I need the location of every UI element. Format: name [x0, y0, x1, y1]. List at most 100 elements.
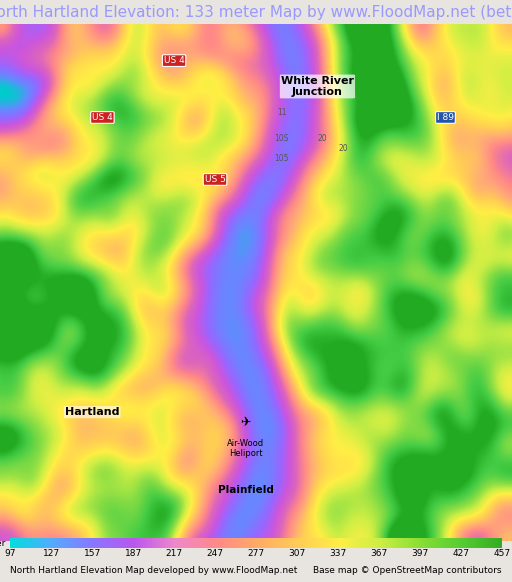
Bar [471, 538, 473, 548]
Text: 457: 457 [493, 549, 510, 558]
Bar [432, 538, 434, 548]
Bar [45, 538, 47, 548]
Bar [137, 538, 139, 548]
Bar [35, 538, 37, 548]
Bar [215, 538, 217, 548]
Bar [260, 538, 262, 548]
Bar [88, 538, 90, 548]
Bar [289, 538, 291, 548]
Bar [412, 538, 414, 548]
Bar [440, 538, 442, 548]
Bar [201, 538, 203, 548]
Bar [10, 538, 12, 548]
Text: 105: 105 [274, 154, 289, 164]
Bar [180, 538, 182, 548]
Bar [401, 538, 403, 548]
Bar [348, 538, 350, 548]
Bar [178, 538, 180, 548]
Bar [152, 538, 154, 548]
Bar [225, 538, 227, 548]
Bar [100, 538, 102, 548]
Text: North Hartland Elevation Map developed by www.FloodMap.net: North Hartland Elevation Map developed b… [10, 566, 297, 575]
Bar [416, 538, 418, 548]
Bar [205, 538, 207, 548]
Bar [199, 538, 201, 548]
Bar [86, 538, 88, 548]
Bar [123, 538, 125, 548]
Bar [78, 538, 80, 548]
Bar [481, 538, 483, 548]
Bar [270, 538, 272, 548]
Bar [147, 538, 150, 548]
Bar [477, 538, 479, 548]
Text: 97: 97 [5, 549, 16, 558]
Bar [168, 538, 170, 548]
Text: 277: 277 [247, 549, 265, 558]
Bar [438, 538, 440, 548]
Bar [150, 538, 152, 548]
Bar [125, 538, 127, 548]
Bar [166, 538, 168, 548]
Bar [379, 538, 381, 548]
Bar [102, 538, 104, 548]
Bar [276, 538, 279, 548]
Bar [162, 538, 164, 548]
Bar [109, 538, 111, 548]
Bar [385, 538, 387, 548]
Bar [256, 538, 258, 548]
Bar [455, 538, 457, 548]
Bar [291, 538, 293, 548]
Bar [408, 538, 410, 548]
Text: White River
Junction: White River Junction [281, 76, 354, 97]
Bar [381, 538, 383, 548]
Text: Air-Wood
Heliport: Air-Wood Heliport [227, 438, 264, 458]
Bar [410, 538, 412, 548]
Bar [420, 538, 422, 548]
Bar [475, 538, 477, 548]
Bar [184, 538, 186, 548]
Bar [352, 538, 354, 548]
Bar [467, 538, 469, 548]
Bar [18, 538, 20, 548]
Bar [365, 538, 367, 548]
Bar [459, 538, 461, 548]
Bar [121, 538, 123, 548]
Bar [274, 538, 276, 548]
Bar [266, 538, 268, 548]
Bar [281, 538, 283, 548]
Bar [158, 538, 160, 548]
Bar [483, 538, 485, 548]
Bar [117, 538, 119, 548]
Bar [287, 538, 289, 548]
Bar [303, 538, 305, 548]
Bar [414, 538, 416, 548]
Text: 397: 397 [411, 549, 429, 558]
Bar [272, 538, 274, 548]
Bar [55, 538, 57, 548]
Text: 427: 427 [452, 549, 470, 558]
Bar [72, 538, 74, 548]
Bar [233, 538, 236, 548]
Bar [190, 538, 193, 548]
Bar [285, 538, 287, 548]
Bar [76, 538, 78, 548]
Text: meter: meter [0, 539, 5, 548]
Bar [494, 538, 496, 548]
Bar [313, 538, 315, 548]
Text: 157: 157 [83, 549, 101, 558]
Bar [43, 538, 45, 548]
Bar [430, 538, 432, 548]
Bar [252, 538, 254, 548]
Bar [344, 538, 346, 548]
Bar [375, 538, 377, 548]
Bar [156, 538, 158, 548]
Bar [246, 538, 248, 548]
Bar [254, 538, 256, 548]
Bar [106, 538, 109, 548]
Bar [70, 538, 72, 548]
Bar [362, 538, 365, 548]
Bar [195, 538, 197, 548]
Bar [268, 538, 270, 548]
Bar [451, 538, 453, 548]
Bar [500, 538, 502, 548]
